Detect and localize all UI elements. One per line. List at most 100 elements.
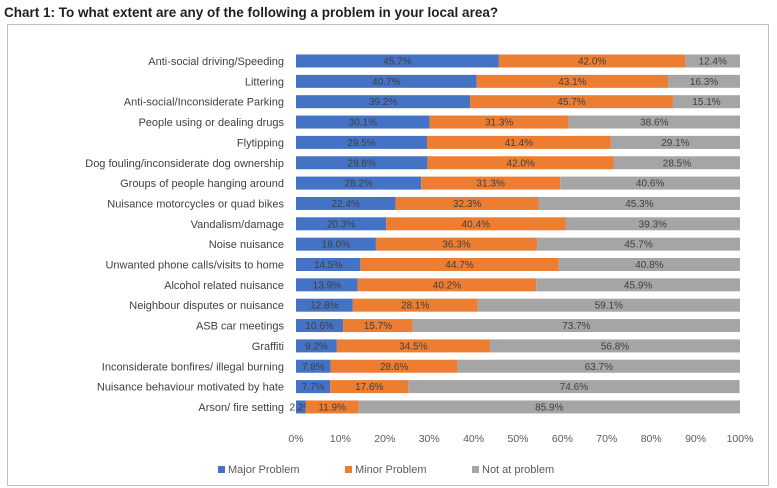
bar-not-at-problem	[536, 278, 740, 292]
data-label: 45.9%	[624, 280, 652, 291]
category-label: Graffiti	[252, 341, 284, 353]
bar-minor-problem	[360, 258, 559, 271]
x-tick-label: 30%	[419, 433, 440, 445]
bar-not-at-problem	[408, 380, 740, 394]
bar-major-problem	[296, 380, 331, 394]
bar-not-at-problem	[613, 156, 740, 170]
data-label: 45.7%	[624, 240, 652, 251]
legend-swatch-minor-problem	[345, 466, 352, 473]
category-label: Littering	[245, 76, 284, 88]
data-label: 15.7%	[364, 321, 392, 332]
bar-major-problem	[296, 319, 344, 333]
bar-minor-problem	[476, 74, 669, 88]
x-tick-label: 50%	[507, 433, 528, 445]
legend-swatch-not-at-problem	[472, 466, 479, 473]
data-label: 38.6%	[640, 118, 668, 129]
bar-major-problem	[296, 217, 387, 231]
bar-major-problem	[296, 400, 306, 414]
data-label: 9.2%	[305, 341, 328, 352]
data-label: 10.6%	[305, 321, 333, 332]
bar-major-problem	[296, 156, 428, 170]
bar-not-at-problem	[537, 237, 740, 251]
bar-not-at-problem	[457, 359, 740, 373]
data-label: 41.4%	[505, 138, 533, 149]
category-label: ASB car meetings	[196, 321, 285, 333]
data-label: 29.5%	[347, 138, 375, 149]
data-label: 74.6%	[560, 382, 588, 393]
bar-not-at-problem	[490, 339, 740, 353]
bar-minor-problem	[336, 339, 491, 353]
data-label: 40.7%	[372, 77, 400, 88]
data-label: 39.2%	[369, 97, 397, 108]
bar-not-at-problem	[477, 298, 740, 312]
data-label: 14.5%	[314, 260, 342, 271]
category-label: Nuisance motorcycles or quad bikes	[107, 198, 284, 210]
data-label: 45.7%	[383, 57, 411, 68]
bar-major-problem	[296, 258, 361, 271]
bar-minor-problem	[330, 359, 458, 373]
bar-not-at-problem	[560, 176, 740, 190]
legend-entry: Not at problem	[482, 464, 554, 476]
data-label: 45.3%	[625, 199, 653, 210]
category-label: People using or dealing drugs	[138, 117, 284, 129]
bar-not-at-problem	[668, 74, 740, 88]
data-label: 22.4%	[332, 199, 360, 210]
category-label: Nuisance behaviour motivated by hate	[97, 382, 284, 394]
data-label: 31.3%	[485, 118, 513, 129]
x-tick-label: 80%	[641, 433, 662, 445]
category-label: Neighbour disputes or nuisance	[129, 300, 284, 312]
bar-minor-problem	[386, 217, 566, 231]
data-label: 12.4%	[699, 57, 727, 68]
data-label: 7.7%	[302, 382, 325, 393]
data-label: 56.8%	[601, 341, 629, 352]
data-label: 43.1%	[558, 77, 586, 88]
category-label: Inconsiderate bonfires/ illegal burning	[102, 361, 284, 373]
data-label: 59.1%	[595, 301, 623, 312]
data-label: 11.9%	[318, 402, 346, 413]
bar-minor-problem	[343, 319, 413, 333]
data-label: 85.9%	[535, 402, 563, 413]
category-label: Anti-social/Inconsiderate Parking	[124, 97, 284, 109]
x-tick-label: 100%	[727, 433, 754, 445]
bar-not-at-problem	[568, 115, 740, 129]
data-label: 15.1%	[692, 97, 720, 108]
data-label: 40.8%	[635, 260, 663, 271]
data-label: 73.7%	[562, 321, 590, 332]
x-tick-label: 60%	[552, 433, 573, 445]
legend-swatch-major-problem	[218, 466, 225, 473]
bar-major-problem	[296, 359, 331, 373]
bar-not-at-problem	[685, 54, 740, 68]
bar-minor-problem	[375, 237, 538, 251]
category-label: Groups of people hanging around	[120, 178, 284, 190]
bar-minor-problem	[395, 196, 539, 210]
data-label: 17.6%	[355, 382, 383, 393]
data-label: 2.2%	[289, 402, 312, 413]
bar-not-at-problem	[565, 217, 740, 231]
bar-minor-problem	[429, 115, 569, 129]
category-label: Noise nuisance	[209, 239, 284, 251]
x-tick-label: 70%	[596, 433, 617, 445]
data-label: 16.3%	[690, 77, 718, 88]
bar-major-problem	[296, 339, 337, 353]
bar-not-at-problem	[558, 258, 740, 271]
data-label: 34.5%	[399, 341, 427, 352]
bar-major-problem	[296, 54, 499, 68]
legend-entry: Major Problem	[228, 464, 300, 476]
bar-minor-problem	[305, 400, 359, 414]
data-label: 30.1%	[349, 118, 377, 129]
data-label: 45.7%	[557, 97, 585, 108]
data-label: 39.3%	[639, 219, 667, 230]
data-label: 28.6%	[380, 362, 408, 373]
bar-major-problem	[296, 115, 430, 129]
category-label: Unwanted phone calls/visits to home	[105, 260, 284, 272]
bar-major-problem	[296, 298, 353, 312]
bar-major-problem	[296, 176, 422, 190]
bar-major-problem	[296, 237, 376, 251]
data-label: 63.7%	[585, 362, 613, 373]
x-tick-label: 90%	[685, 433, 706, 445]
data-label: 31.3%	[477, 179, 505, 190]
bar-not-at-problem	[672, 95, 740, 109]
bar-not-at-problem	[610, 135, 740, 149]
legend-entry: Minor Problem	[355, 464, 427, 476]
